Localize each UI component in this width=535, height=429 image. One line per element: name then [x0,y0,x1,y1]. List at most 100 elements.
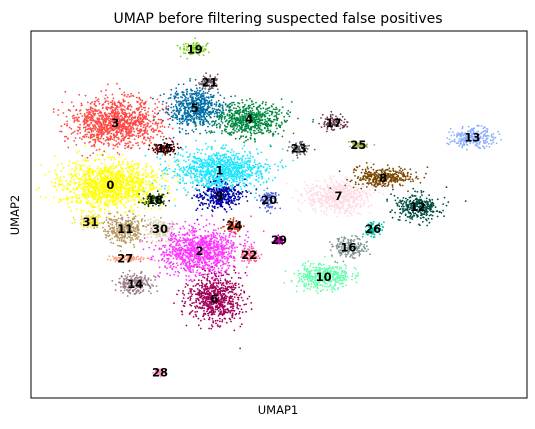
data-point [104,164,107,167]
data-point [56,174,58,177]
data-point [200,173,203,176]
data-point [105,187,108,190]
data-point [164,265,166,267]
data-point [91,196,94,199]
data-point [178,249,181,252]
data-point [139,260,142,263]
data-point [229,151,232,154]
data-point [220,183,223,185]
data-point [92,144,95,147]
data-point [244,171,247,174]
data-point [201,167,204,170]
data-point [154,244,157,247]
data-point [84,159,87,162]
data-point [162,172,164,175]
data-point [103,150,106,153]
data-point [74,165,77,168]
data-point [91,190,94,193]
data-point [237,162,240,165]
data-point [187,257,190,259]
data-point [227,251,230,253]
data-point [174,234,177,237]
data-point [264,118,266,121]
data-point [143,207,146,210]
data-point [292,132,295,135]
data-point [102,182,104,185]
data-point [232,132,235,135]
data-point [129,165,132,168]
data-point [281,123,283,125]
data-point [292,159,295,162]
data-point [197,181,200,184]
data-point [70,210,73,213]
data-point [255,148,258,151]
data-point [210,172,213,175]
data-point [232,255,235,258]
data-point [111,109,114,111]
data-point [222,165,225,168]
data-point [145,183,147,186]
data-point [65,135,68,138]
data-point [207,235,210,238]
data-point [243,160,246,163]
data-point [200,160,203,163]
data-point [139,125,142,127]
data-point [189,247,192,250]
data-point [208,183,211,185]
data-point [105,120,107,123]
data-point [170,255,173,257]
data-point [237,152,240,155]
data-point [137,214,140,217]
data-point [157,259,160,262]
data-point [251,107,253,110]
data-point [226,171,229,174]
data-point [190,280,193,282]
data-point [143,191,146,194]
data-point [104,125,106,127]
data-point [231,169,234,171]
data-point [180,167,183,170]
data-point [205,178,208,181]
data-point [98,170,101,173]
data-point [157,130,160,133]
data-point [215,164,218,166]
data-point [92,127,95,129]
data-point [202,236,205,239]
data-point [258,176,260,179]
data-point [215,126,218,129]
data-point [224,255,227,258]
data-point [56,189,58,192]
data-point [73,178,75,181]
data-point [100,191,103,194]
data-point [222,173,225,176]
data-point [215,151,218,154]
data-point [280,112,283,114]
data-point [272,133,275,136]
data-point [230,246,233,249]
data-point [232,235,234,238]
data-point [248,190,251,193]
data-point [92,133,95,136]
data-point [174,168,177,171]
data-point [75,116,78,119]
data-point [225,164,228,167]
data-point [142,133,145,136]
scatter-points [35,37,502,378]
data-point [262,230,265,233]
data-point [278,113,280,116]
data-point [231,148,233,151]
data-point [223,179,226,182]
data-point [234,137,237,140]
data-point [90,186,92,189]
data-point [117,193,120,196]
data-point [111,138,113,141]
data-point [78,201,81,204]
data-point [104,151,107,154]
data-point [194,176,196,179]
data-point [185,232,188,235]
data-point [188,243,190,246]
data-point [99,167,102,170]
data-point [219,253,222,256]
data-point [116,82,118,85]
data-point [152,176,155,179]
